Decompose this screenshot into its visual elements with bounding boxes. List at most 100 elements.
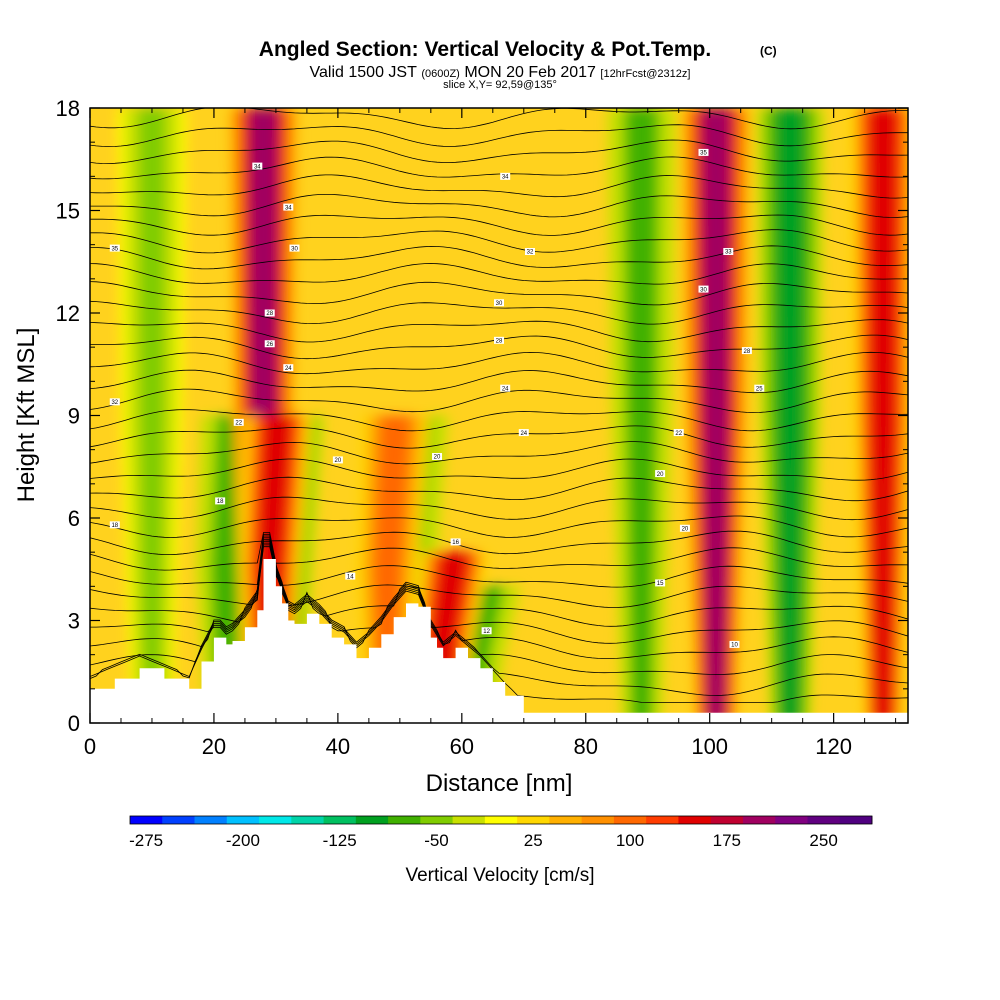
contour-label-text-31: 25: [756, 386, 763, 392]
colorbar-swatch-9: [420, 816, 454, 824]
contour-label-26: 35: [698, 148, 709, 157]
theta-contour-27: [90, 214, 908, 236]
theta-contour-28: [90, 194, 908, 218]
contour-label-text-12: 14: [347, 574, 354, 580]
contour-label-9: 34: [283, 203, 294, 211]
theta-contour-16: [90, 409, 908, 432]
x-axis: 0 20 40 60 80 100 120: [84, 108, 897, 759]
slice-label: slice X,Y= 92,59@135°: [443, 79, 557, 91]
theta-contour-21: [90, 319, 908, 343]
y-axis-label: Height [Kft MSL]: [13, 328, 40, 503]
colorbar-swatch-20: [775, 816, 808, 824]
theta-contour-19: [90, 351, 908, 375]
y-tick-label-2: 6: [68, 506, 80, 531]
contour-label-6: 28: [264, 309, 275, 317]
contour-label-text-13: 20: [434, 455, 441, 461]
terrain-mask: [90, 559, 908, 723]
downdraft-band-0-layer-3: [138, 108, 166, 723]
contour-label-11: 20: [332, 456, 343, 464]
colorbar-swatch-16: [646, 816, 679, 824]
colorbar-tick-label-1: -200: [226, 831, 260, 850]
contour-label-24: 22: [673, 429, 684, 437]
theta-contour-25: [90, 245, 908, 270]
colorbar-swatch-22: [839, 816, 873, 824]
colorbar-swatch-6: [323, 816, 357, 824]
downdraft-band-6-layer-3: [776, 108, 804, 723]
contour-label-text-6: 28: [266, 311, 273, 317]
contour-label-text-0: 35: [111, 246, 118, 252]
contour-label-text-7: 26: [266, 342, 273, 348]
plot-area: 35 32 18 18 22 34 28 26 24 34 30 20 14 20 16 12 34 30 28 24…: [90, 108, 908, 723]
theta-contours: [90, 108, 908, 703]
updraft-band-4-layer-3: [702, 108, 730, 723]
colorbar-swatch-13: [549, 816, 583, 824]
contour-label-17: 30: [494, 299, 504, 307]
theta-contour-3: [90, 541, 908, 659]
theta-contour-4: [90, 539, 908, 644]
theta-contour-23: [90, 281, 908, 306]
contour-label-19: 24: [500, 384, 511, 392]
x-tick-label-5: 100: [691, 734, 728, 759]
colorbar-swatch-1: [162, 816, 195, 824]
theta-contour-18: [90, 369, 908, 394]
contour-label-text-30: 28: [744, 349, 751, 355]
contour-label-28: 33: [723, 248, 734, 256]
contour-label-text-20: 24: [520, 431, 527, 437]
subtitle-valid: Valid 1500 JST: [310, 64, 418, 81]
theta-contour-13: [90, 458, 908, 481]
contour-label-0: 35: [109, 244, 120, 252]
contour-label-30: 28: [741, 347, 752, 355]
contour-label-13: 20: [432, 453, 443, 461]
contour-label-text-10: 30: [291, 246, 298, 252]
chart-title-suffix: (C): [760, 44, 777, 58]
contour-label-text-18: 28: [496, 339, 503, 345]
colorbar-tick-label-6: 175: [713, 831, 741, 850]
chart-subtitle: Valid 1500 JST (0600Z) MON 20 Feb 2017 […: [310, 64, 691, 81]
contour-label-14: 16: [450, 538, 461, 546]
y-tick-label-6: 18: [56, 96, 80, 121]
colorbar-tick-label-3: -50: [424, 831, 449, 850]
colorbar-tick-label-7: 250: [809, 831, 837, 850]
contour-label-20: 24: [518, 429, 529, 437]
contour-label-3: 18: [215, 497, 226, 505]
contour-label-27: 30: [698, 285, 709, 293]
colorbar-swatch-7: [355, 816, 389, 824]
contour-label-text-28: 33: [725, 250, 732, 256]
theta-contour-7: [90, 533, 908, 588]
contour-label-16: 34: [500, 172, 511, 181]
colorbar-swatch-3: [226, 816, 260, 824]
y-tick-label-4: 12: [56, 301, 80, 326]
contour-label-text-21: 32: [527, 250, 534, 256]
contour-label-text-19: 24: [502, 386, 509, 392]
contour-label-text-9: 34: [285, 205, 292, 211]
subtitle-forecast: [12hrFcst@2312z]: [600, 68, 690, 80]
contour-labels: 35 32 18 18 22 34 28 26 24 34 30 20 14 20 16 12 34 30 28 24…: [109, 148, 765, 649]
contour-label-25: 20: [679, 524, 690, 532]
colorbar-swatch-19: [742, 816, 776, 824]
contour-label-2: 18: [109, 521, 120, 529]
contour-label-text-25: 20: [682, 526, 689, 532]
colorbar-tick-label-2: -125: [323, 831, 357, 850]
theta-contour-17: [90, 388, 908, 414]
theta-contour-22: [90, 300, 908, 325]
colorbar-swatch-10: [452, 816, 486, 824]
contour-label-text-22: 15: [657, 581, 664, 587]
colorbar-swatch-18: [710, 816, 744, 824]
contour-label-1: 32: [109, 398, 120, 406]
colorbar-tick-label-4: 25: [524, 831, 543, 850]
contour-label-31: 25: [754, 384, 765, 392]
contour-label-text-1: 32: [111, 400, 118, 406]
colorbar-tick-label-0: -275: [129, 831, 163, 850]
contour-label-text-8: 24: [285, 366, 292, 372]
subtitle-zulu: (0600Z): [421, 68, 460, 80]
contour-label-10: 30: [289, 244, 300, 252]
colorbar-swatch-8: [388, 816, 421, 824]
y-axis: 0 3 6 9 12 15 18: [56, 96, 908, 736]
theta-contour-31: [90, 139, 908, 165]
theta-contour-11: [90, 496, 908, 521]
contour-label-text-27: 30: [700, 287, 707, 293]
contour-label-text-24: 22: [675, 431, 682, 437]
contour-label-text-29: 10: [731, 643, 738, 649]
contour-label-text-2: 18: [111, 523, 118, 529]
